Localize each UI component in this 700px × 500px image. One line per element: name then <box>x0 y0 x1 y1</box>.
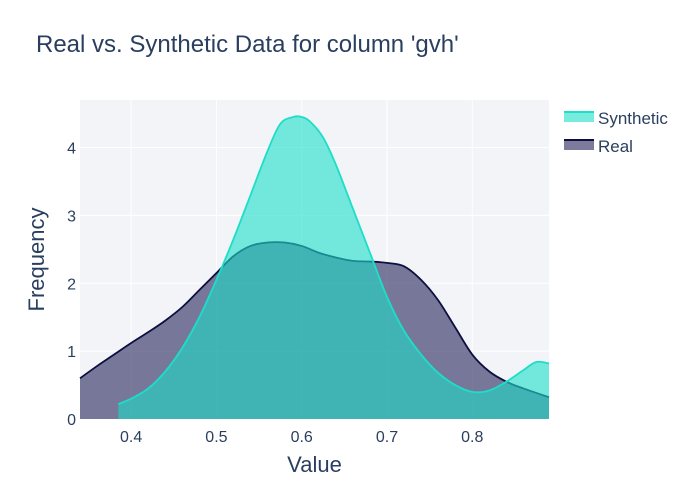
legend-item-real[interactable]: Real <box>564 137 633 156</box>
series-layer <box>79 115 550 419</box>
y-tick-label: 3 <box>67 208 76 225</box>
y-tick-label: 1 <box>67 344 76 361</box>
x-tick-label: 0.4 <box>120 429 142 446</box>
legend-label-synthetic: Synthetic <box>598 109 668 128</box>
y-axis-title: Frequency <box>24 208 49 312</box>
legend-item-synthetic[interactable]: Synthetic <box>564 109 668 128</box>
legend[interactable]: Synthetic Real <box>564 109 668 156</box>
chart-title: Real vs. Synthetic Data for column 'gvh' <box>36 31 459 58</box>
synthetic-area <box>118 116 550 419</box>
legend-swatch-synthetic <box>564 112 594 122</box>
tick-labels: 0.4 0.5 0.6 0.7 0.8 0 1 2 3 4 <box>67 141 483 446</box>
y-tick-label: 2 <box>67 276 76 293</box>
x-tick-label: 0.7 <box>376 429 398 446</box>
x-tick-label: 0.6 <box>291 429 313 446</box>
y-tick-label: 0 <box>67 412 76 429</box>
x-tick-label: 0.5 <box>205 429 227 446</box>
x-tick-label: 0.8 <box>461 429 483 446</box>
x-axis-title: Value <box>287 452 342 477</box>
legend-label-real: Real <box>598 137 633 156</box>
legend-swatch-real <box>564 140 594 150</box>
synthetic-line <box>118 115 550 405</box>
y-tick-label: 4 <box>67 141 76 158</box>
